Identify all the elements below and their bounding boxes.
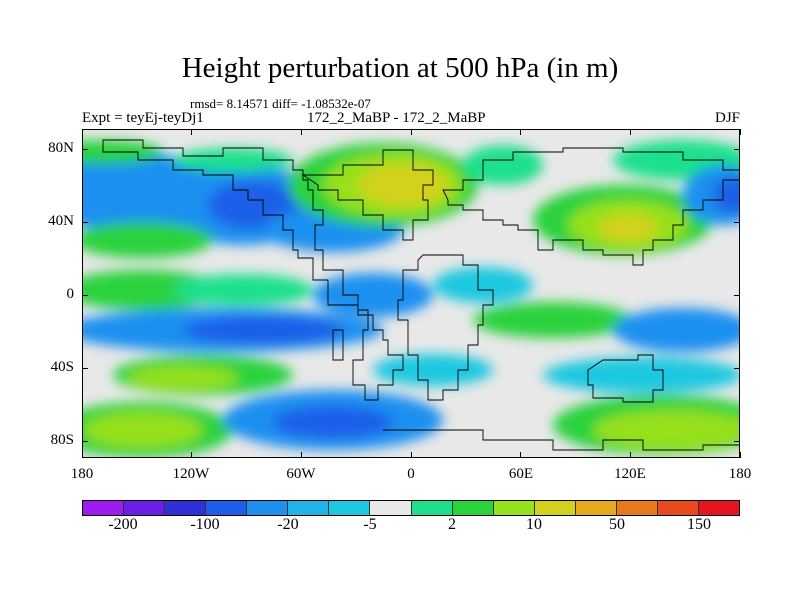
- x-tickmark: [520, 129, 522, 135]
- colorbar-swatch: [247, 501, 289, 515]
- y-tickmark: [734, 221, 740, 223]
- colorbar-swatch: [452, 501, 494, 515]
- x-tickmark: [191, 129, 193, 135]
- y-tickmark: [82, 440, 88, 442]
- coastline-outlines: [102, 139, 739, 451]
- y-tickmark: [82, 148, 88, 150]
- colorbar-label: -5: [363, 516, 377, 533]
- x-tickmark: [300, 129, 302, 135]
- colorbar: [82, 500, 740, 516]
- colorbar-swatch: [206, 501, 248, 515]
- ytick-label: 40N: [48, 213, 74, 229]
- colorbar-swatch: [83, 501, 125, 515]
- x-tickmark: [520, 452, 522, 458]
- xtick-label: 180: [728, 466, 752, 482]
- map-plot: [82, 129, 740, 458]
- colorbar-swatch: [411, 501, 453, 515]
- xtick-label: 180: [70, 466, 94, 482]
- colorbar-label: 50: [609, 516, 625, 533]
- colorbar-swatch: [370, 501, 412, 515]
- xtick-label: 120E: [614, 466, 646, 482]
- x-tickmark: [410, 129, 412, 135]
- colorbar-swatch: [616, 501, 658, 515]
- x-tickmark: [739, 129, 741, 135]
- colorbar-swatch: [329, 501, 371, 515]
- x-tickmark: [300, 452, 302, 458]
- stats-text: rmsd= 8.14571 diff= -1.08532e-07: [190, 96, 371, 111]
- y-tickmark: [82, 367, 88, 369]
- x-tickmark: [81, 452, 83, 458]
- experiment-label: Expt = teyEj-teyDj1: [82, 110, 204, 126]
- x-tickmark: [629, 452, 631, 458]
- colorbar-label: -200: [108, 516, 138, 533]
- ytick-label: 80N: [48, 140, 74, 156]
- colorbar-swatch: [288, 501, 330, 515]
- plot-title: Height perturbation at 500 hPa (in m): [181, 52, 619, 84]
- xtick-label: 0: [407, 466, 415, 482]
- ytick-label: 40S: [50, 359, 74, 375]
- x-tickmark: [81, 129, 83, 135]
- x-tickmark: [191, 452, 193, 458]
- colorbar-label: -20: [277, 516, 299, 533]
- colorbar-swatch: [493, 501, 535, 515]
- colorbar-swatch: [657, 501, 699, 515]
- xtick-label: 60W: [286, 466, 316, 482]
- colorbar-swatch: [124, 501, 166, 515]
- xtick-label: 60E: [508, 466, 534, 482]
- ytick-label: 0: [66, 286, 75, 302]
- x-tickmark: [629, 129, 631, 135]
- colorbar-label: -100: [190, 516, 220, 533]
- season-label: DJF: [714, 110, 740, 126]
- colorbar-swatch: [575, 501, 617, 515]
- colorbar-swatch: [534, 501, 576, 515]
- period-label: 172_2_MaBP - 172_2_MaBP: [307, 110, 486, 126]
- y-tickmark: [734, 440, 740, 442]
- y-tickmark: [82, 221, 88, 223]
- colorbar-label: 10: [526, 516, 542, 533]
- x-tickmark: [410, 452, 412, 458]
- colorbar-swatch: [165, 501, 207, 515]
- ytick-label: 80S: [50, 432, 74, 448]
- colorbar-label: 150: [687, 516, 711, 533]
- y-tickmark: [734, 367, 740, 369]
- map-field: [83, 130, 739, 457]
- y-tickmark: [734, 294, 740, 296]
- colorbar-label: 2: [448, 516, 456, 533]
- x-tickmark: [739, 452, 741, 458]
- colorbar-swatch: [698, 501, 739, 515]
- y-tickmark: [82, 294, 88, 296]
- y-tickmark: [734, 148, 740, 150]
- xtick-label: 120W: [172, 466, 210, 482]
